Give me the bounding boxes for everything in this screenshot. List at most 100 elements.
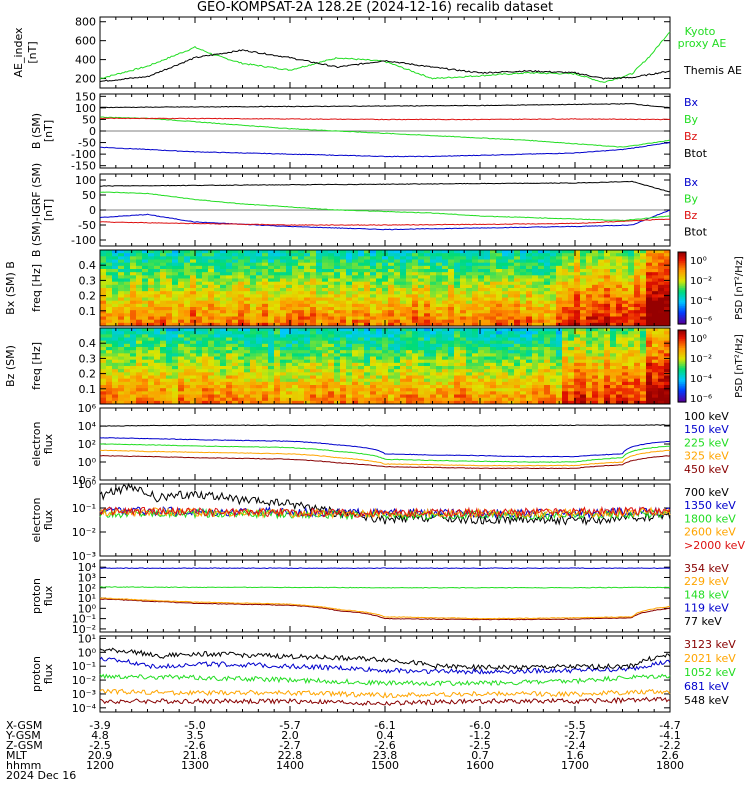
bz_spec-cell — [208, 372, 215, 376]
bz_spec-cell — [190, 372, 197, 376]
bx_spec-cell — [466, 284, 473, 289]
bz_spec-cell — [238, 369, 245, 373]
bx_spec-cell — [664, 250, 671, 254]
bx_spec-cell — [628, 272, 635, 276]
bx_spec-cell — [664, 303, 671, 308]
bx_spec-cell — [244, 307, 251, 311]
bz_spec-cell — [190, 343, 197, 348]
bz_spec-cell — [424, 391, 431, 395]
bx_spec-cell — [634, 294, 641, 298]
bx_spec-cell — [166, 316, 173, 321]
bz_spec-cell — [496, 381, 503, 386]
bx_spec-cell — [358, 307, 365, 311]
bz_spec-cell — [664, 337, 671, 342]
bx_spec-cell — [124, 307, 131, 311]
bz_spec-cell — [562, 369, 569, 373]
bx_spec-cell — [136, 307, 143, 311]
bx_spec-cell — [532, 294, 539, 298]
bx_spec-cell — [274, 275, 281, 279]
bx_spec-cell — [622, 250, 629, 254]
bz_spec-cell — [466, 343, 473, 348]
bz_spec-cell — [346, 328, 353, 332]
bx_spec-cell — [244, 291, 251, 295]
bx_spec-cell — [448, 272, 455, 276]
bz_spec-cell — [118, 391, 125, 395]
bz_spec-cell — [550, 400, 557, 405]
bz_spec-cell — [124, 394, 131, 399]
bx_spec-cell — [106, 300, 113, 305]
bz_spec-cell — [244, 343, 251, 348]
bz_spec-cell — [592, 328, 599, 332]
bz_spec-cell — [622, 378, 629, 383]
bz_spec-cell — [472, 347, 479, 351]
bx_spec-cell — [364, 269, 371, 273]
bx_spec-cell — [496, 307, 503, 311]
bz_spec-cell — [454, 359, 461, 364]
bz_spec-cell — [370, 391, 377, 395]
bx_spec-cell — [652, 294, 659, 298]
bz_spec-cell — [382, 378, 389, 383]
bz_spec-cell — [568, 394, 575, 399]
bz_spec-cell — [556, 350, 563, 354]
bx_spec-cell — [184, 262, 191, 267]
bx_spec-cell — [136, 313, 143, 317]
bx_spec-cell — [406, 250, 413, 254]
bx_spec-cell — [304, 319, 311, 324]
bz_spec-cell — [574, 356, 581, 361]
bx_spec-cell — [586, 256, 593, 260]
bz_spec-cell — [334, 388, 341, 392]
bx_spec-cell — [358, 259, 365, 264]
bz_spec-cell — [250, 385, 257, 389]
bz_spec-cell — [478, 343, 485, 348]
bx_spec-cell — [574, 297, 581, 302]
bz_spec-cell — [196, 391, 203, 395]
bz_spec-cell — [154, 394, 161, 399]
bx_spec-cell — [400, 316, 407, 321]
bx_spec-cell — [118, 275, 125, 279]
bz_spec-cell — [508, 331, 515, 335]
bz_spec-cell — [538, 350, 545, 354]
bx_spec-cell — [532, 275, 539, 279]
bx_spec-cell — [460, 300, 467, 305]
bz_spec-cell — [124, 337, 131, 342]
bz_spec-cell — [652, 375, 659, 380]
bx_spec-cell — [196, 316, 203, 321]
bx_spec-cell — [574, 294, 581, 298]
bx_spec-cell — [634, 322, 641, 327]
bz_spec-cell — [544, 350, 551, 354]
b_igrf-series-1 — [99, 191, 671, 222]
bx_spec-cell — [172, 253, 179, 257]
bz_spec-cell — [262, 375, 269, 380]
bz_spec-cell — [334, 353, 341, 357]
bz_spec-cell — [532, 347, 539, 351]
bx_spec-cell — [304, 269, 311, 273]
bx_spec-cell — [112, 300, 119, 305]
bz_spec-cell — [472, 397, 479, 402]
bz_spec-cell — [592, 391, 599, 395]
bz_spec-cell — [298, 397, 305, 402]
bz_spec-cell — [280, 375, 287, 380]
bz_spec-cell — [472, 366, 479, 370]
bx_spec-cell — [256, 294, 263, 298]
bz_spec-cell — [226, 350, 233, 354]
bx_spec-cell — [610, 278, 617, 283]
bx_spec-cell — [340, 297, 347, 302]
bx_spec-cell — [274, 316, 281, 321]
bx_spec-cell — [154, 262, 161, 267]
bz_spec-cell — [544, 366, 551, 370]
bx_spec-cell — [154, 281, 161, 286]
bx_spec-cell — [412, 288, 419, 292]
bx_spec-cell — [322, 269, 329, 273]
bz_spec-cell — [322, 394, 329, 399]
bx_spec-cell — [568, 291, 575, 295]
bz_spec-cell — [142, 362, 149, 367]
bx_spec-cell — [478, 253, 485, 257]
bz_spec-cell — [514, 400, 521, 405]
bz_spec-cell — [574, 372, 581, 376]
bz_spec-cell — [214, 375, 221, 380]
bz_spec-cell — [238, 397, 245, 402]
bx_spec-cell — [652, 313, 659, 317]
bz_spec-cell — [514, 328, 521, 332]
bz_spec-cell — [412, 328, 419, 332]
bz_spec-cell — [490, 381, 497, 386]
